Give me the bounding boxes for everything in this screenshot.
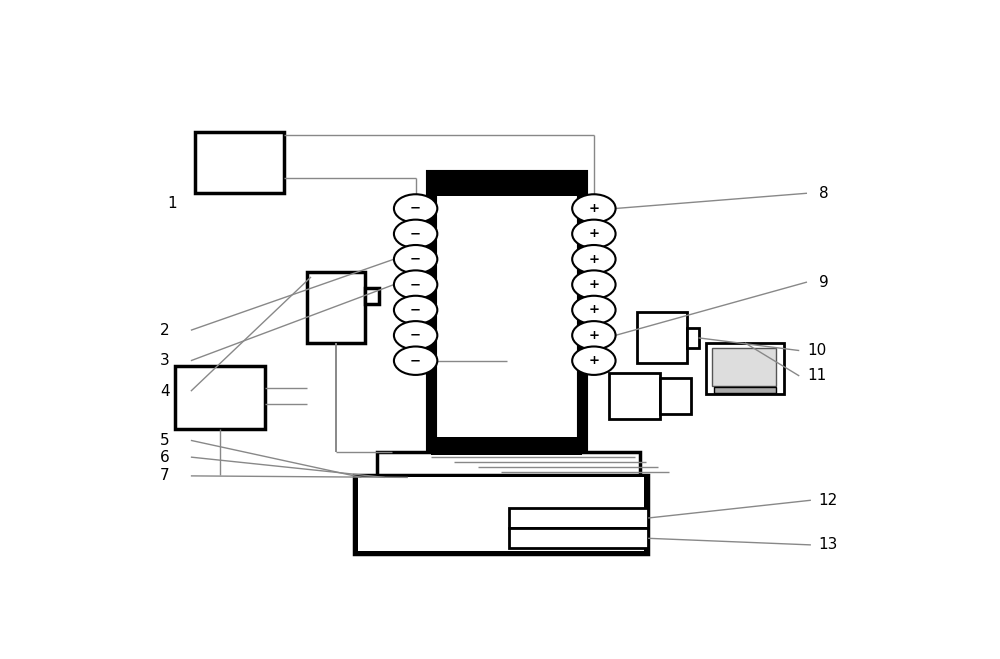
Text: +: +: [588, 303, 599, 316]
Text: −: −: [410, 354, 421, 367]
Text: 10: 10: [807, 343, 826, 358]
Text: 4: 4: [160, 384, 170, 399]
Text: 6: 6: [160, 449, 170, 465]
Text: 5: 5: [160, 433, 170, 448]
Bar: [706, 343, 784, 393]
Bar: [431, 437, 582, 455]
Bar: [637, 312, 687, 363]
Text: −: −: [410, 278, 421, 291]
Text: 11: 11: [807, 368, 826, 384]
Circle shape: [572, 219, 616, 248]
Circle shape: [572, 194, 616, 223]
Text: 1: 1: [168, 196, 177, 211]
Circle shape: [572, 347, 616, 375]
Text: 9: 9: [819, 275, 828, 289]
Text: 12: 12: [819, 493, 838, 507]
Bar: [377, 452, 640, 477]
Bar: [195, 132, 284, 193]
Text: 2: 2: [160, 323, 170, 338]
Bar: [714, 387, 776, 393]
Text: −: −: [410, 202, 421, 215]
Bar: [687, 328, 699, 348]
Text: 7: 7: [160, 469, 170, 484]
Bar: [307, 272, 365, 343]
Text: +: +: [588, 354, 599, 367]
Bar: [354, 475, 648, 554]
Bar: [365, 288, 379, 304]
Text: 8: 8: [819, 186, 828, 201]
Text: +: +: [588, 252, 599, 266]
Circle shape: [572, 245, 616, 273]
Text: −: −: [410, 303, 421, 316]
Text: +: +: [588, 278, 599, 291]
Circle shape: [572, 296, 616, 324]
Circle shape: [394, 245, 437, 273]
Bar: [175, 366, 264, 429]
Bar: [660, 378, 691, 415]
Text: −: −: [410, 227, 421, 241]
Circle shape: [572, 321, 616, 349]
Text: −: −: [410, 252, 421, 266]
Bar: [509, 508, 648, 528]
Text: 3: 3: [160, 353, 170, 368]
Circle shape: [394, 296, 437, 324]
Bar: [712, 348, 776, 386]
Bar: [509, 528, 648, 548]
Bar: [431, 175, 582, 196]
Circle shape: [394, 347, 437, 375]
Text: +: +: [588, 227, 599, 241]
Text: +: +: [588, 329, 599, 342]
Text: +: +: [588, 202, 599, 215]
Bar: [358, 477, 644, 551]
Bar: [609, 374, 660, 419]
Text: 13: 13: [819, 537, 838, 552]
Circle shape: [572, 270, 616, 299]
Bar: [431, 175, 582, 455]
Circle shape: [394, 219, 437, 248]
Circle shape: [394, 270, 437, 299]
Circle shape: [394, 194, 437, 223]
Circle shape: [394, 321, 437, 349]
Text: −: −: [410, 329, 421, 342]
